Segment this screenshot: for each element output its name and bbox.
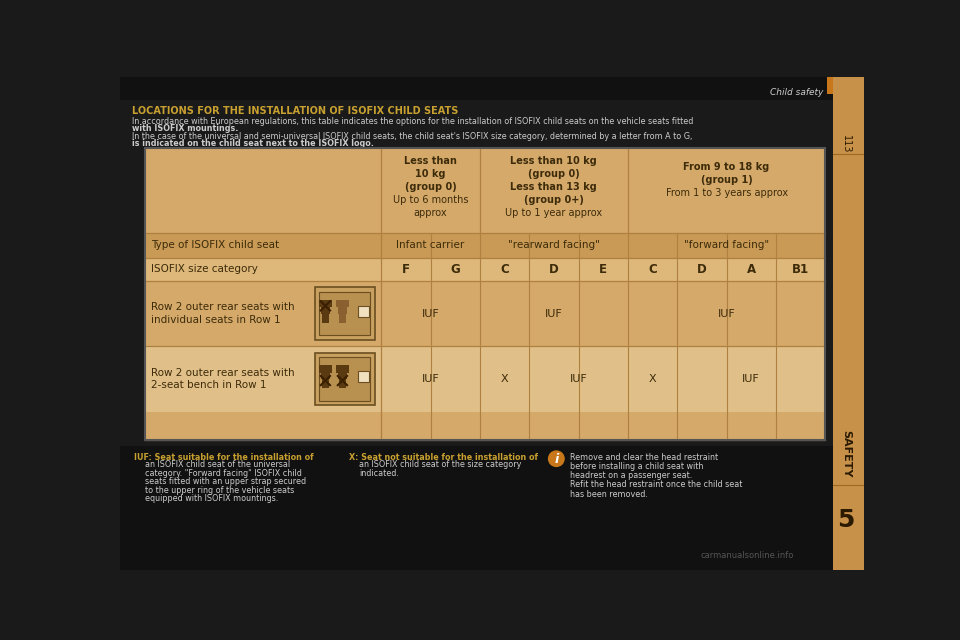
Text: LOCATIONS FOR THE INSTALLATION OF ISOFIX CHILD SEATS: LOCATIONS FOR THE INSTALLATION OF ISOFIX… [132,106,459,116]
Bar [120,77,833,100]
Bar [319,365,331,373]
Text: X: Seat not suitable for the installation of: X: Seat not suitable for the installatio… [348,452,538,461]
Text: 5: 5 [837,508,854,532]
Text: IUF: IUF [742,374,760,384]
Text: (group 1): (group 1) [701,175,753,186]
Text: an ISOFIX child seat of the universal: an ISOFIX child seat of the universal [145,460,290,469]
Text: equipped with ISOFIX mountings.: equipped with ISOFIX mountings. [145,494,278,503]
Bar [319,300,331,307]
Bar [339,379,347,388]
Bar [319,358,371,401]
Text: has been removed.: has been removed. [569,490,647,499]
Text: From 9 to 18 kg: From 9 to 18 kg [684,163,770,172]
Text: IUF: IUF [718,308,735,319]
Text: Infant carrier: Infant carrier [396,241,465,250]
Bar [145,148,826,440]
Bar [145,233,826,258]
Text: From 1 to 3 years approx: From 1 to 3 years approx [665,188,787,198]
Bar [827,77,833,93]
Text: (group 0+): (group 0+) [524,195,584,205]
Bar [321,373,330,379]
Text: Less than: Less than [404,156,457,166]
Bar [145,258,826,281]
Text: IUF: IUF [421,374,440,384]
Text: G: G [450,263,460,276]
Bar [319,292,371,335]
Bar [145,281,826,346]
Text: SAFETY: SAFETY [841,430,852,478]
Text: D: D [697,263,707,276]
Text: C: C [648,263,657,276]
Text: "rearward facing": "rearward facing" [508,241,600,250]
Bar [145,346,826,412]
Bar [315,287,375,340]
Text: IUF: IUF [421,308,440,319]
Text: 113: 113 [841,134,852,153]
Bar [339,314,347,323]
Bar [336,365,348,373]
Text: Refit the head restraint once the child seat: Refit the head restraint once the child … [569,480,742,490]
Bar [322,314,329,323]
Bar [338,373,348,379]
Text: IUF: Seat suitable for the installation of: IUF: Seat suitable for the installation … [134,452,314,461]
Text: X: X [649,374,657,384]
Text: A: A [747,263,756,276]
Text: carmanualsonline.info: carmanualsonline.info [701,552,794,561]
Bar [145,148,826,233]
Bar [338,307,348,314]
Bar [322,379,329,388]
Bar [358,371,369,382]
Text: ISOFIX size category: ISOFIX size category [151,264,258,275]
Circle shape [548,451,564,467]
Text: Up to 1 year approx: Up to 1 year approx [505,209,603,218]
Bar [120,447,833,570]
Text: category. "Forward facing" ISOFIX child: category. "Forward facing" ISOFIX child [145,468,301,477]
Text: IUF: IUF [569,374,588,384]
Text: Type of ISOFIX child seat: Type of ISOFIX child seat [151,241,279,250]
Text: before installing a child seat with: before installing a child seat with [569,462,703,471]
Text: seats fitted with an upper strap secured: seats fitted with an upper strap secured [145,477,306,486]
Text: Remove and clear the head restraint: Remove and clear the head restraint [569,452,718,461]
Text: 2-seat bench in Row 1: 2-seat bench in Row 1 [151,380,267,390]
Text: X: X [501,374,509,384]
Bar [833,77,864,570]
Text: (group 0): (group 0) [405,182,456,192]
Text: indicated.: indicated. [359,468,399,477]
Text: an ISOFIX child seat of the size category: an ISOFIX child seat of the size categor… [359,460,522,469]
Text: In the case of the universal and semi-universal ISOFIX child seats, the child se: In the case of the universal and semi-un… [132,132,693,141]
Text: to the upper ring of the vehicle seats: to the upper ring of the vehicle seats [145,486,294,495]
Text: approx: approx [414,209,447,218]
Text: "forward facing": "forward facing" [684,241,769,250]
Text: Row 2 outer rear seats with: Row 2 outer rear seats with [151,303,295,312]
Text: Up to 6 months: Up to 6 months [393,195,468,205]
Text: In accordance with European regulations, this table indicates the options for th: In accordance with European regulations,… [132,117,694,126]
Text: is indicated on the child seat next to the ISOFIX logo.: is indicated on the child seat next to t… [132,139,374,148]
Text: (group 0): (group 0) [528,169,580,179]
Text: Child safety: Child safety [770,88,824,97]
Bar [315,353,375,405]
Text: i: i [554,453,559,466]
Text: Less than 13 kg: Less than 13 kg [511,182,597,192]
Bar [145,148,826,440]
Text: headrest on a passenger seat.: headrest on a passenger seat. [569,471,692,480]
Text: B1: B1 [792,263,809,276]
Text: C: C [500,263,509,276]
Bar [336,300,348,307]
Text: F: F [402,263,410,276]
Text: D: D [549,263,559,276]
Text: IUF: IUF [545,308,563,319]
Text: 10 kg: 10 kg [416,169,445,179]
Text: Row 2 outer rear seats with: Row 2 outer rear seats with [151,368,295,378]
Bar [321,307,330,314]
Text: Less than 10 kg: Less than 10 kg [511,156,597,166]
Text: with ISOFIX mountings.: with ISOFIX mountings. [132,124,239,132]
Text: individual seats in Row 1: individual seats in Row 1 [151,315,280,324]
Text: E: E [599,263,608,276]
Bar [358,306,369,317]
